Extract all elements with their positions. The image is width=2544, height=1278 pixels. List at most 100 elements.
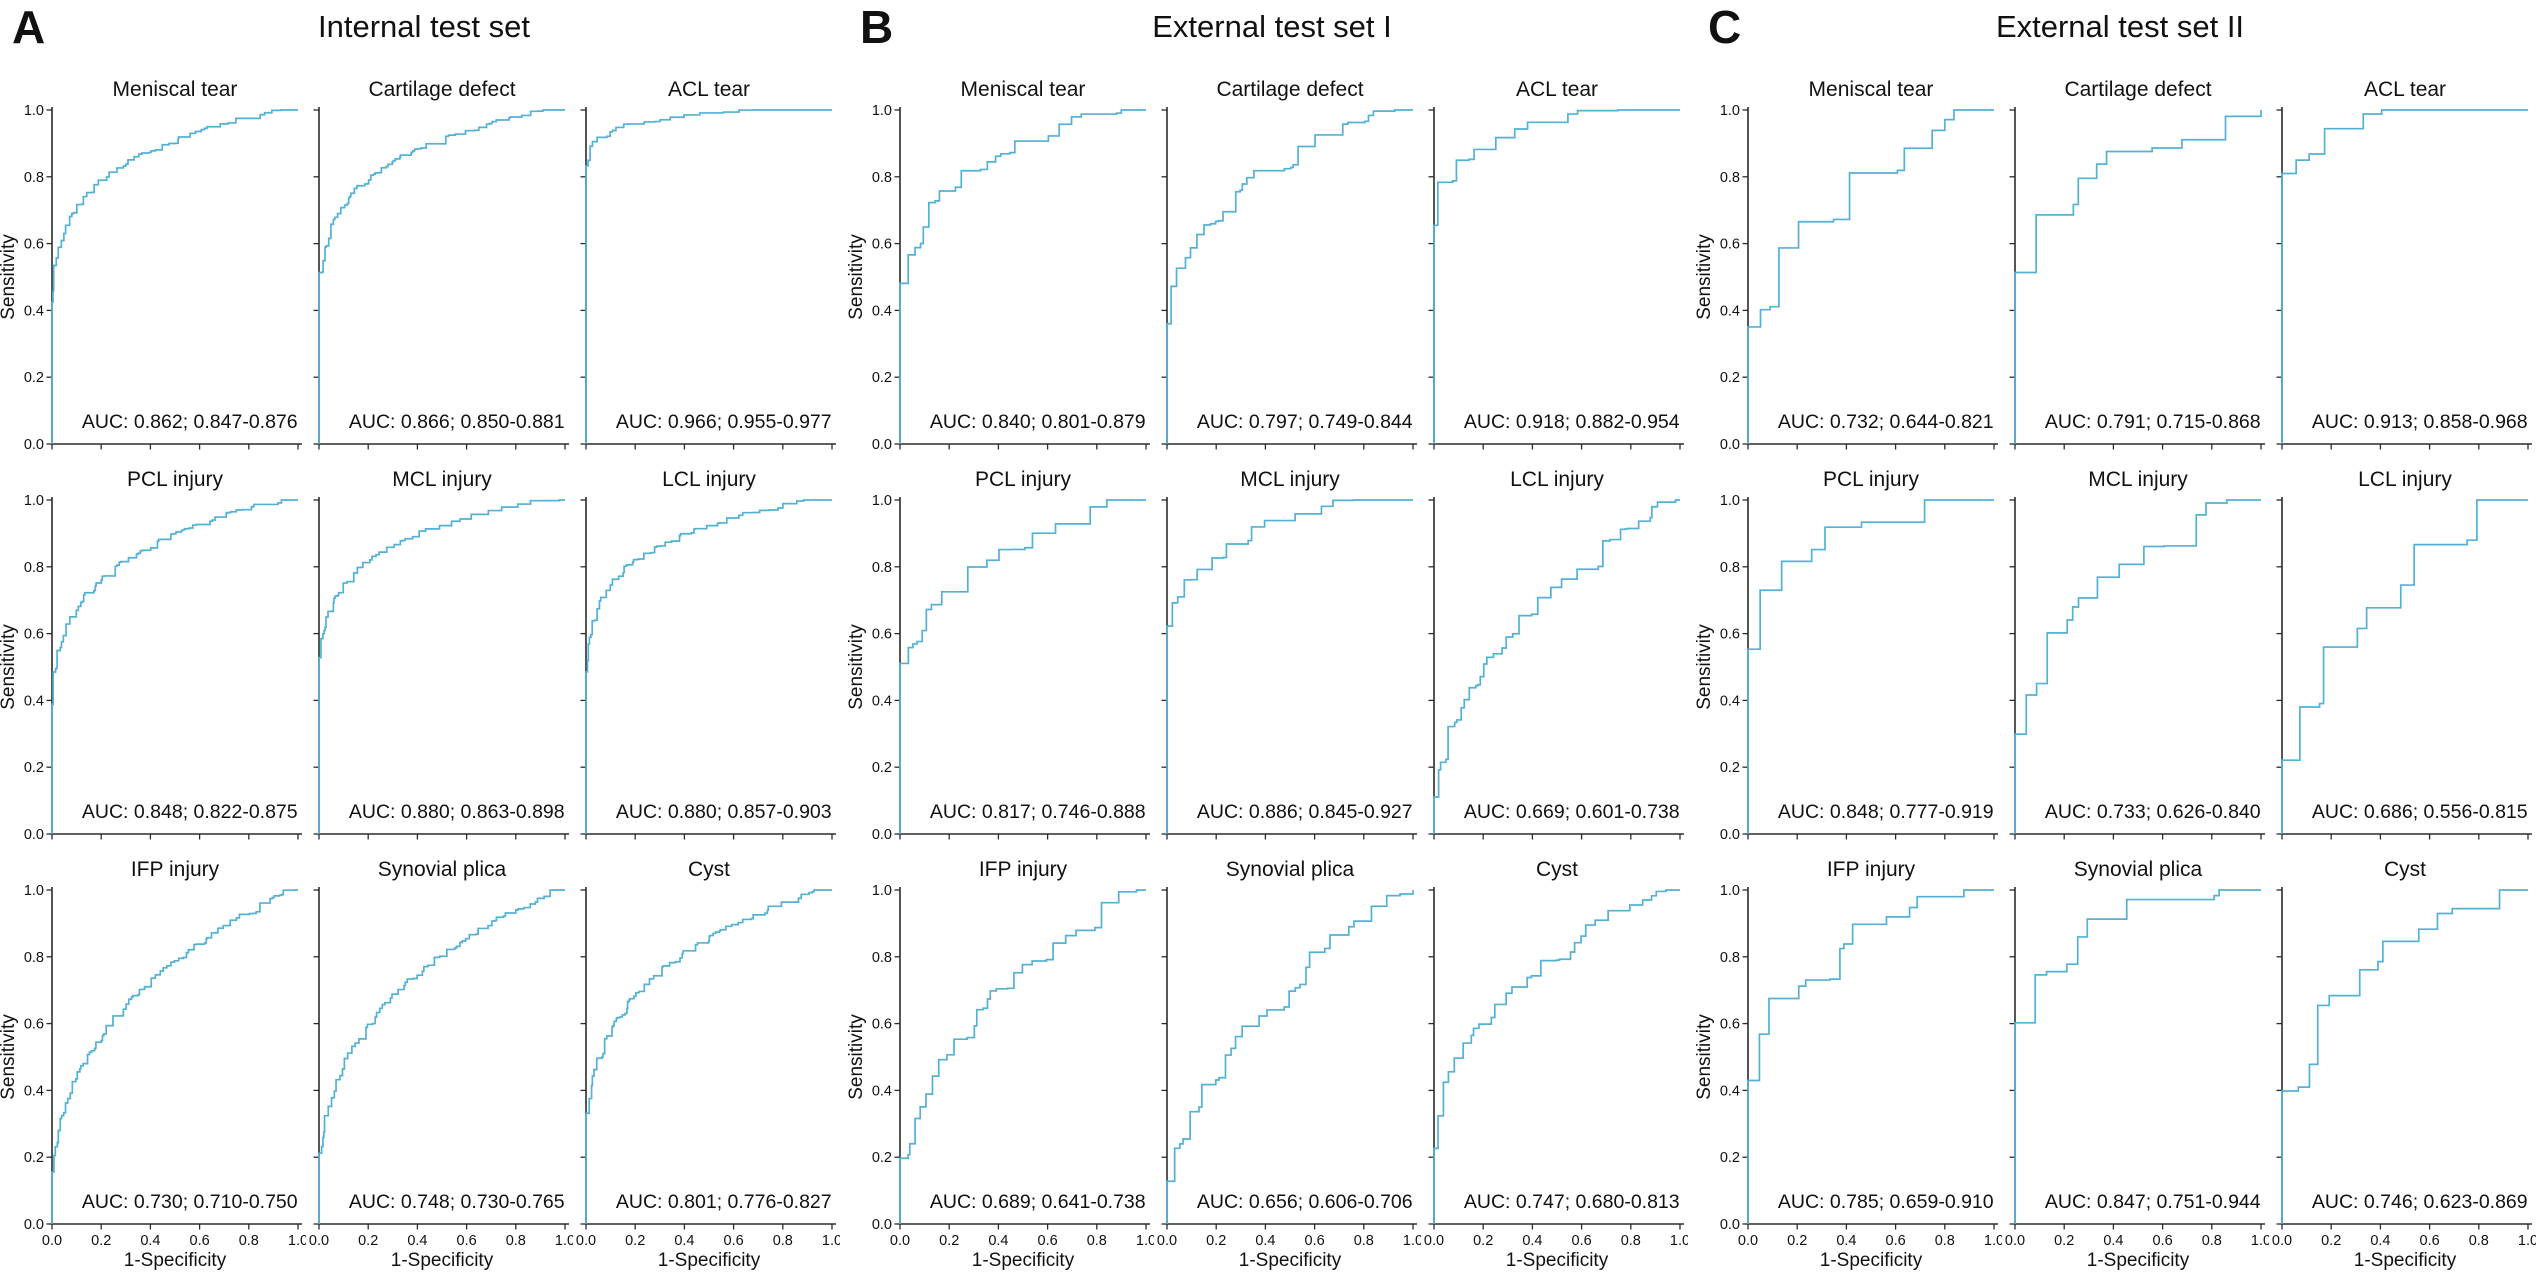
y-tick-label: 0.0	[24, 1217, 44, 1233]
panel-letter: B	[860, 1, 894, 53]
roc-subplot-b-synovial-plica: Synovial plica 0.0 0.2 0.4 0.6 0.8 1.0 1-Specif…	[1154, 858, 1421, 1270]
subplot-title: Cyst	[688, 858, 730, 881]
x-tick-label: 0.4	[674, 1233, 694, 1249]
roc-subplot-c-lcl-injury: LCL injury AUC: 0.686; 0.556-0.815	[2269, 468, 2536, 846]
y-axis-title: Sensitivity	[0, 624, 19, 710]
roc-plot: AUC: 0.918; 0.882-0.954	[1428, 107, 1684, 450]
auc-label: AUC: 0.748; 0.730-0.765	[349, 1191, 565, 1213]
x-tick-label: 1.0	[1670, 1233, 1688, 1249]
auc-label: AUC: 0.733; 0.626-0.840	[2045, 801, 2261, 823]
x-tick-label: 1.0	[822, 1233, 840, 1249]
roc-subplot-b-cartilage-defect: Cartilage defect AUC: 0.797; 0.749-0.844	[1154, 78, 1421, 456]
roc-plot: AUC: 0.791; 0.715-0.868	[2009, 107, 2265, 450]
roc-subplot-c-meniscal-tear: Meniscal tear 0.0 0.2 0.4 0.6 0.8 1.0 Sensitivi…	[1696, 78, 2002, 456]
auc-label: AUC: 0.848; 0.822-0.875	[82, 801, 298, 823]
x-tick-label: 0.6	[1038, 1233, 1058, 1249]
x-tick-label: 0.4	[1836, 1233, 1856, 1249]
roc-curve	[1433, 109, 1680, 444]
roc-subplot-b-meniscal-tear: Meniscal tear 0.0 0.2 0.4 0.6 0.8 1.0 Sensitivi…	[848, 78, 1154, 456]
x-tick-label: 0.0	[309, 1233, 329, 1249]
y-tick-label: 0.6	[1720, 627, 1740, 643]
y-tick-label: 1.0	[24, 493, 44, 509]
x-tick-label: 0.6	[190, 1233, 210, 1249]
x-axis-title: 1-Specificity	[1239, 1250, 1342, 1270]
roc-curve	[318, 109, 565, 444]
x-tick-label: 0.2	[1787, 1233, 1807, 1249]
roc-plot: 0.0 0.2 0.4 0.6 0.8 1.0 1-Specificity AUC: 0.84…	[2005, 887, 2269, 1270]
roc-plot: 0.0 0.2 0.4 0.6 0.8 1.0 1-Specificity AUC: 0.74…	[1424, 887, 1688, 1270]
y-tick-label: 0.6	[1720, 237, 1740, 253]
y-tick-label: 0.4	[872, 303, 892, 319]
panel-external-test-set-2: C External test set II Meniscal tear 0.0 0…	[1696, 4, 2544, 1278]
y-axis-title: Sensitivity	[1696, 234, 1715, 320]
auc-label: AUC: 0.817; 0.746-0.888	[930, 801, 1146, 823]
y-tick-label: 0.0	[872, 437, 892, 453]
roc-curve	[1166, 499, 1413, 834]
subplot-title: IFP injury	[1826, 858, 1916, 881]
x-tick-label: 0.0	[890, 1233, 910, 1249]
panel-internal-test-set: A Internal test set Meniscal tear 0.0 0.2 0…	[0, 4, 848, 1278]
x-tick-label: 0.0	[42, 1233, 62, 1249]
x-tick-label: 0.0	[1424, 1233, 1444, 1249]
auc-label: AUC: 0.847; 0.751-0.944	[2045, 1191, 2261, 1213]
x-tick-label: 0.0	[2272, 1233, 2292, 1249]
x-tick-label: 0.6	[457, 1233, 477, 1249]
auc-label: AUC: 0.801; 0.776-0.827	[616, 1191, 832, 1213]
auc-label: AUC: 0.848; 0.777-0.919	[1778, 801, 1994, 823]
auc-label: AUC: 0.866; 0.850-0.881	[349, 411, 565, 433]
y-tick-label: 0.2	[24, 370, 44, 386]
roc-subplot-a-cartilage-defect: Cartilage defect AUC: 0.866; 0.850-0.881	[306, 78, 573, 456]
subplot-title: PCL injury	[974, 468, 1072, 491]
auc-label: AUC: 0.840; 0.801-0.879	[930, 411, 1146, 433]
roc-curve	[1433, 889, 1680, 1224]
roc-curve	[899, 889, 1146, 1224]
roc-plot: 0.0 0.2 0.4 0.6 0.8 1.0 Sensitivity AUC: 0.840;…	[848, 103, 1150, 453]
y-axis-title: Sensitivity	[0, 1014, 19, 1100]
y-tick-label: 0.8	[1720, 560, 1740, 576]
subplot-title: Cartilage defect	[1216, 78, 1364, 101]
x-tick-label: 0.6	[2153, 1233, 2173, 1249]
y-tick-label: 0.4	[872, 693, 892, 709]
y-tick-label: 0.6	[872, 627, 892, 643]
roc-plot: AUC: 0.966; 0.955-0.977	[580, 107, 836, 450]
auc-label: AUC: 0.785; 0.659-0.910	[1778, 1191, 1994, 1213]
subplot-title: Cyst	[2384, 858, 2426, 881]
x-tick-label: 0.8	[773, 1233, 793, 1249]
y-tick-label: 0.0	[1720, 437, 1740, 453]
roc-subplot-b-lcl-injury: LCL injury AUC: 0.669; 0.601-0.738	[1421, 468, 1688, 846]
y-tick-label: 0.8	[24, 950, 44, 966]
panel-header: C External test set II	[1696, 4, 2544, 54]
roc-grid: Meniscal tear 0.0 0.2 0.4 0.6 0.8 1.0 Sensitivi…	[1696, 78, 2544, 1270]
auc-label: AUC: 0.886; 0.845-0.927	[1197, 801, 1413, 823]
auc-label: AUC: 0.862; 0.847-0.876	[82, 411, 298, 433]
subplot-title: Meniscal tear	[112, 78, 238, 101]
y-tick-label: 0.8	[1720, 950, 1740, 966]
x-axis-title: 1-Specificity	[972, 1250, 1075, 1270]
roc-subplot-c-synovial-plica: Synovial plica 0.0 0.2 0.4 0.6 0.8 1.0 1-Specif…	[2002, 858, 2269, 1270]
y-tick-label: 0.2	[872, 1150, 892, 1166]
roc-curve	[2014, 889, 2261, 1224]
panel-title: Internal test set	[318, 9, 530, 44]
auc-label: AUC: 0.880; 0.863-0.898	[349, 801, 565, 823]
x-tick-label: 0.8	[1935, 1233, 1955, 1249]
y-tick-label: 0.2	[24, 760, 44, 776]
roc-subplot-a-pcl-injury: PCL injury 0.0 0.2 0.4 0.6 0.8 1.0 Sensitivity A…	[0, 468, 306, 846]
y-tick-label: 1.0	[24, 103, 44, 119]
roc-curve	[1747, 109, 1994, 444]
subplot-title: ACL tear	[667, 78, 751, 101]
subplot-title: Meniscal tear	[1808, 78, 1934, 101]
auc-label: AUC: 0.656; 0.606-0.706	[1197, 1191, 1413, 1213]
roc-curve	[2281, 109, 2528, 444]
panel-letter: C	[1708, 1, 1742, 53]
x-axis-title: 1-Specificity	[2087, 1250, 2190, 1270]
roc-curve	[318, 889, 565, 1224]
y-tick-label: 0.2	[1720, 760, 1740, 776]
x-tick-label: 0.4	[988, 1233, 1008, 1249]
x-tick-label: 0.0	[1157, 1233, 1177, 1249]
auc-label: AUC: 0.791; 0.715-0.868	[2045, 411, 2261, 433]
roc-plot: 0.0 0.2 0.4 0.6 0.8 1.0 1-Specificity AUC: 0.65…	[1157, 887, 1421, 1270]
roc-plot: AUC: 0.880; 0.857-0.903	[580, 497, 836, 840]
panel-external-test-set-1: B External test set I Meniscal tear 0.0 0.…	[848, 4, 1696, 1278]
x-tick-label: 0.2	[625, 1233, 645, 1249]
y-axis-title: Sensitivity	[848, 624, 867, 710]
